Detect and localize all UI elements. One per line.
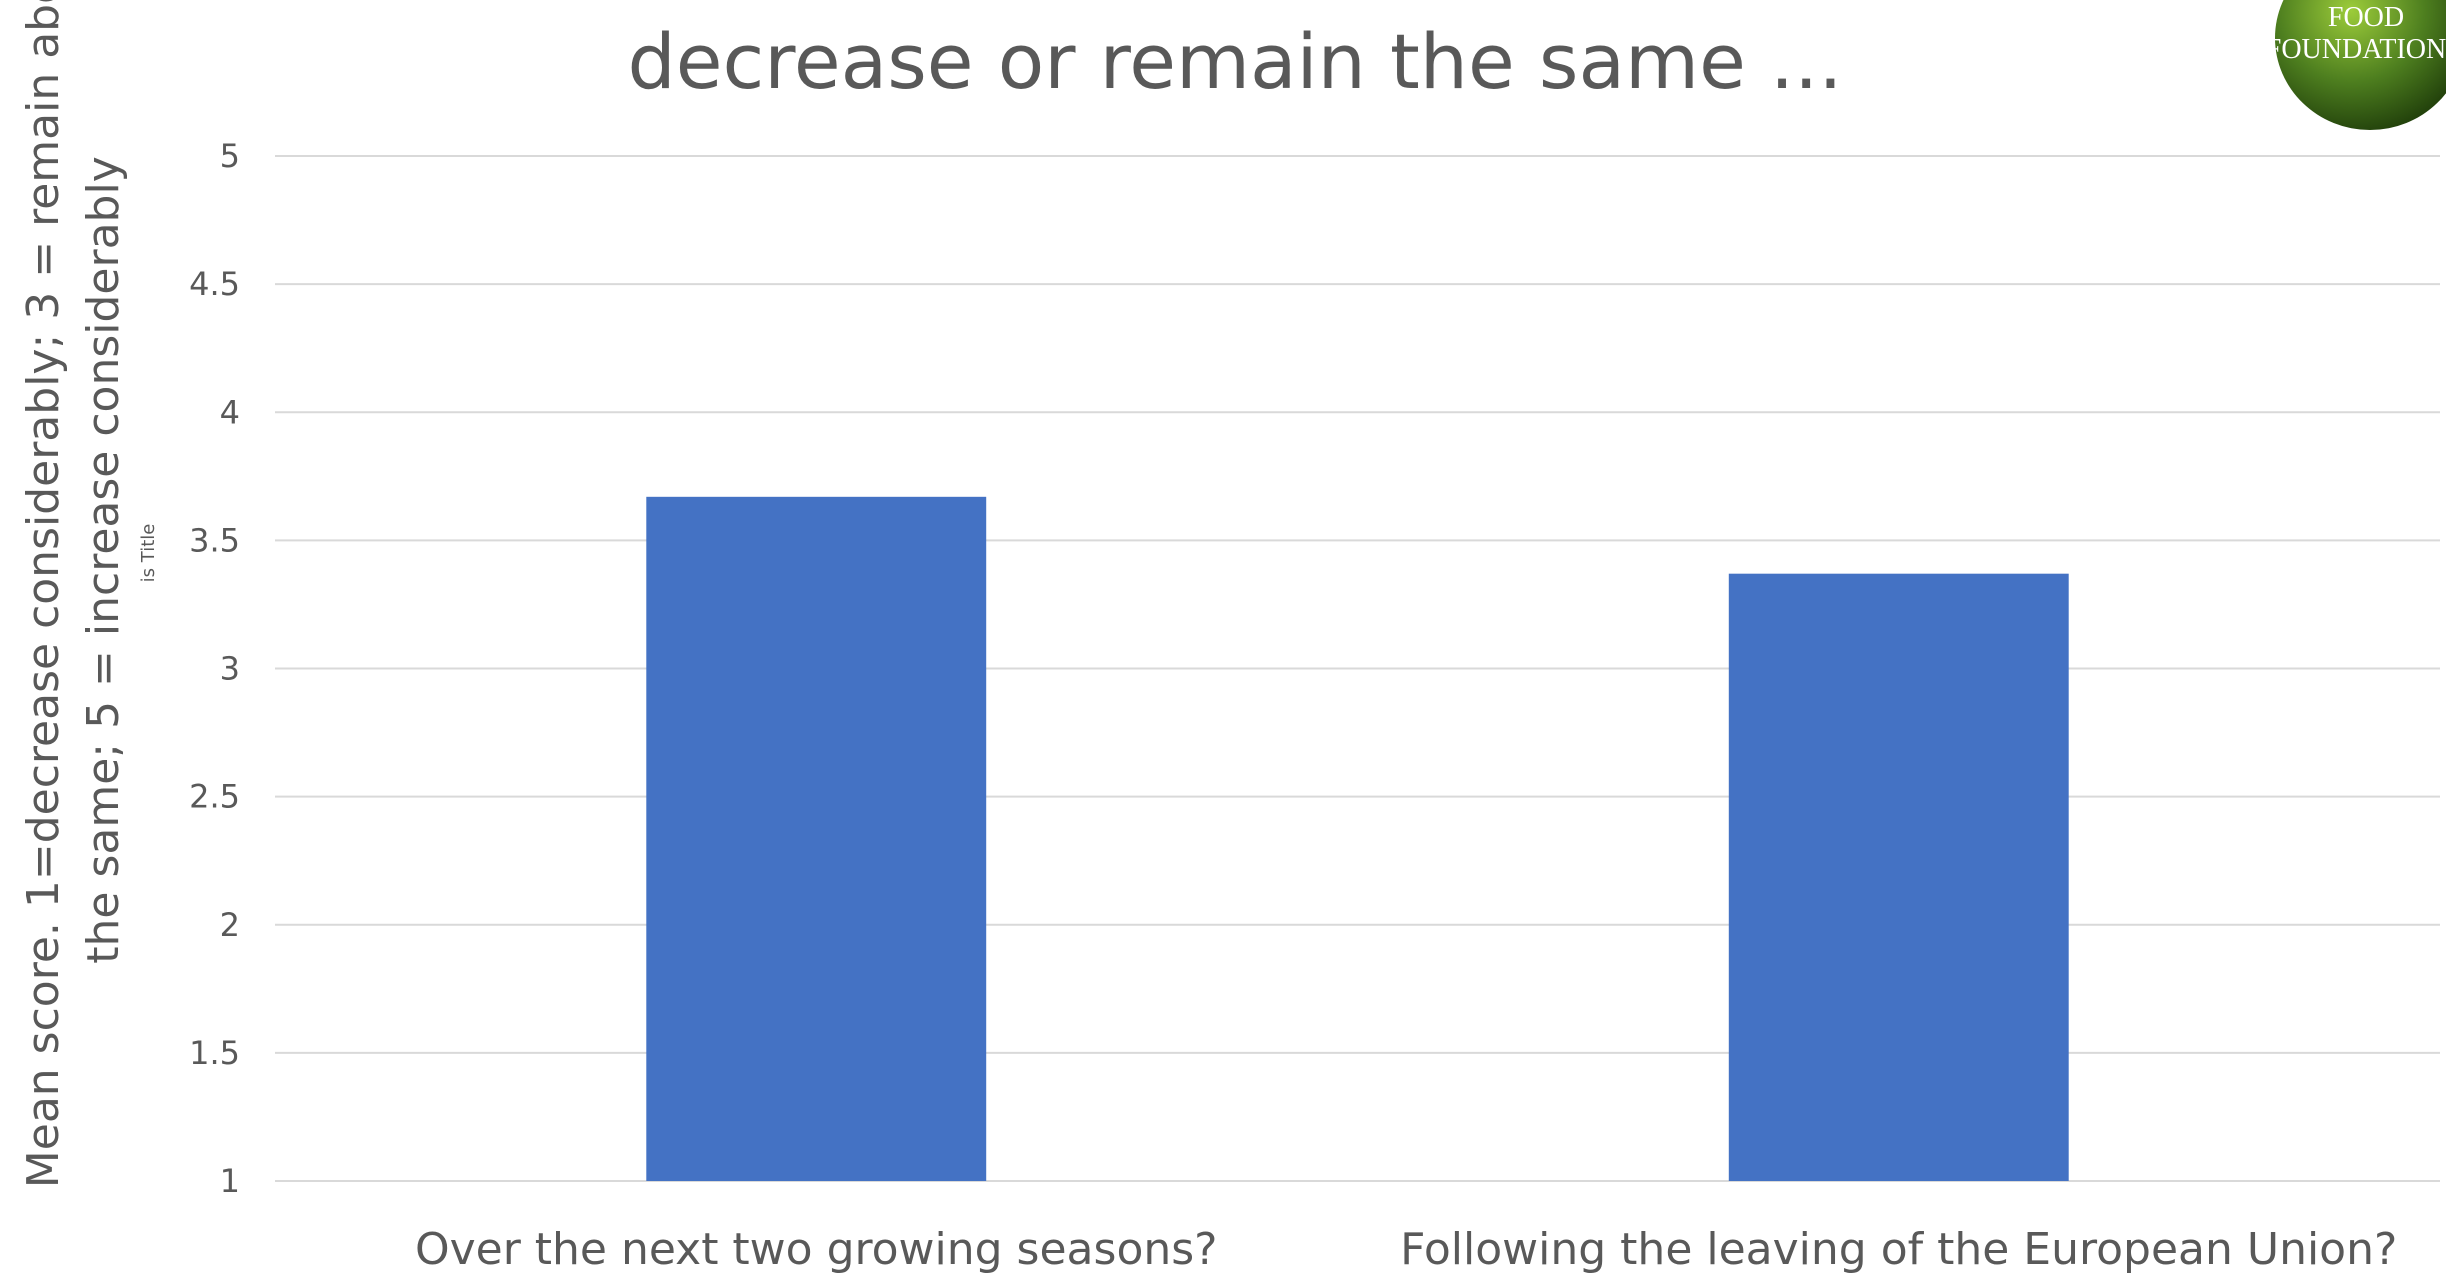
x-category-label: Over the next two growing seasons? <box>415 1224 1218 1275</box>
y-tick-label: 1 <box>220 1162 240 1200</box>
food-foundation-logo: FOOD FOUNDATION <box>2266 0 2446 130</box>
y-axis-ticks: 1 1.5 2 2.5 3 3.5 4 4.5 5 <box>189 137 240 1200</box>
gridlines <box>275 155 2440 1182</box>
y-tick-label: 3 <box>220 650 240 688</box>
y-tick-label: 2.5 <box>189 778 240 816</box>
chart-title: decrease or remain the same ... <box>628 17 1843 106</box>
logo-line-1: FOOD <box>2328 2 2404 33</box>
y-tick-label: 1.5 <box>189 1034 240 1072</box>
bar-0 <box>646 496 987 1181</box>
bars <box>646 496 2069 1181</box>
y-tick-label: 3.5 <box>189 521 240 559</box>
y-axis-title: Mean score. 1=decrease considerably; 3 =… <box>18 0 159 1188</box>
x-axis-categories: Over the next two growing seasons? Follow… <box>415 1224 2397 1275</box>
y-tick-label: 5 <box>220 137 240 175</box>
y-tick-label: 2 <box>220 906 240 944</box>
bar-1 <box>1728 573 2069 1181</box>
x-category-label: Following the leaving of the European Un… <box>1400 1224 2397 1275</box>
y-tick-label: 4.5 <box>189 265 240 303</box>
y-tick-label: 4 <box>220 393 240 431</box>
logo-line-2: FOUNDATION <box>2266 34 2446 65</box>
y-axis-title-line-1: Mean score. 1=decrease considerably; 3 =… <box>18 0 69 1188</box>
y-axis-title-note: is Title <box>138 524 159 583</box>
y-axis-title-line-2: the same; 5 = increase considerably <box>78 156 129 964</box>
apple-logo-icon <box>2275 0 2446 130</box>
